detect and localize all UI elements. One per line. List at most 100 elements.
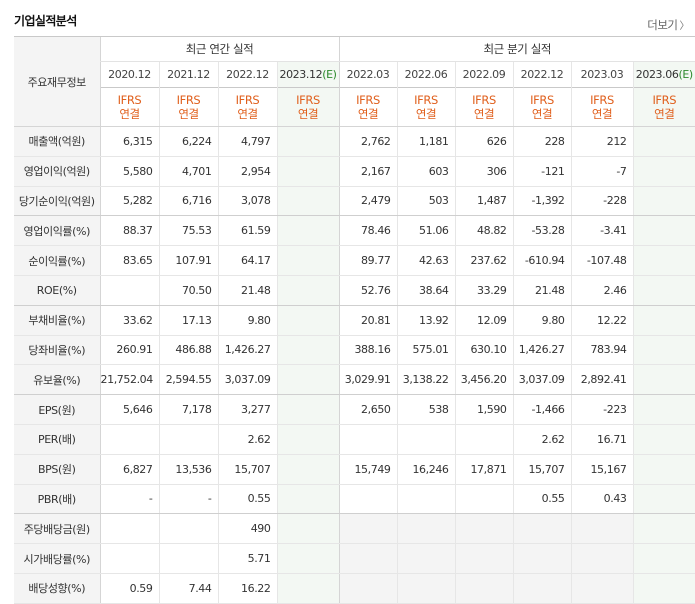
consolidated-label: 연결 [473, 107, 495, 121]
estimate-marker: (E) [322, 68, 337, 81]
value-cell: 6,224 [158, 126, 218, 157]
more-link[interactable]: 더보기 〉 [647, 17, 689, 33]
value-cell [99, 543, 159, 574]
value-cell: 15,707 [512, 454, 572, 485]
consolidated-label: 연결 [591, 107, 613, 121]
value-cell: 2.62 [512, 424, 572, 455]
row-label: ROE(%) [14, 275, 100, 306]
table-row: PER(배) 2.62 2.62 16.71 [14, 424, 695, 455]
row-label: 부채비율(%) [14, 305, 100, 336]
value-cell: 2,650 [338, 394, 398, 425]
row-label: 당좌비율(%) [14, 335, 100, 366]
value-cell [276, 126, 340, 157]
value-cell [512, 513, 572, 545]
value-cell [512, 573, 572, 604]
value-cell: 75.53 [158, 215, 218, 247]
value-cell: 503 [396, 186, 456, 217]
value-cell: 5.71 [217, 543, 277, 574]
value-cell: 89.77 [338, 245, 398, 276]
value-cell [632, 275, 695, 306]
period-label: 2022.06 [404, 68, 448, 81]
financial-summary-table: 주요재무정보 최근 연간 실적 최근 분기 실적 2020.12 2021.12 2… [14, 36, 695, 604]
value-cell: - [158, 484, 218, 515]
value-cell: 42.63 [396, 245, 456, 276]
value-cell [632, 245, 695, 276]
value-cell [276, 364, 340, 396]
value-cell: - [99, 484, 159, 515]
ifrs-badge: IFRS 연결 [99, 87, 159, 127]
row-label: 당기순이익(억원) [14, 186, 100, 217]
value-cell: 16,246 [396, 454, 456, 485]
consolidated-label: 연결 [237, 107, 258, 121]
value-cell: 33.29 [454, 275, 514, 306]
table-row: EPS(원) 5,646 7,178 3,277 2,650 538 1,590 -1,466… [14, 394, 695, 425]
consolidated-label: 연결 [654, 107, 675, 121]
row-label: 주당배당금(원) [14, 513, 100, 545]
value-cell [338, 513, 398, 545]
consolidated-label: 연결 [357, 107, 379, 121]
value-cell: 783.94 [570, 335, 634, 366]
row-label: PER(배) [14, 424, 100, 455]
value-cell: 3,029.91 [338, 364, 398, 396]
period-header: 2022.03 [338, 61, 398, 88]
value-cell [99, 275, 159, 306]
period-label: 2022.03 [346, 68, 390, 81]
value-cell: 0.55 [512, 484, 572, 515]
period-label: 2022.12 [520, 68, 564, 81]
table-row: 당좌비율(%) 260.91 486.88 1,426.27 388.16 575.01 6… [14, 335, 695, 366]
value-cell: -107.48 [570, 245, 634, 276]
table-row: 유보율(%) 21,752.04 2,594.55 3,037.09 3,029.91 3… [14, 364, 695, 396]
value-cell [454, 484, 514, 515]
value-cell: 260.91 [99, 335, 159, 366]
value-cell: 237.62 [454, 245, 514, 276]
value-cell: 12.09 [454, 305, 514, 336]
value-cell: 490 [217, 513, 277, 545]
value-cell [396, 513, 456, 545]
table-row: 시가배당률(%) 5.71 [14, 543, 695, 574]
annual-group-header: 최근 연간 실적 [99, 36, 340, 62]
table-row: ROE(%) 70.50 21.48 52.76 38.64 33.29 21.48 2.46 [14, 275, 695, 306]
value-cell: 107.91 [158, 245, 218, 276]
value-cell: 16.22 [217, 573, 277, 604]
value-cell: 17,871 [454, 454, 514, 485]
ifrs-badge: IFRS 연결 [512, 87, 572, 127]
value-cell: -53.28 [512, 215, 572, 247]
value-cell: 486.88 [158, 335, 218, 366]
value-cell: 9.80 [512, 305, 572, 336]
ifrs-badge: IFRS 연결 [396, 87, 456, 127]
value-cell [454, 513, 514, 545]
value-cell: 12.22 [570, 305, 634, 336]
value-cell: 16.71 [570, 424, 634, 455]
value-cell [396, 424, 456, 455]
value-cell: 3,078 [217, 186, 277, 217]
value-cell [632, 335, 695, 366]
value-cell: -1,392 [512, 186, 572, 217]
value-cell [276, 305, 340, 336]
value-cell: 2,167 [338, 156, 398, 187]
value-cell: 61.59 [217, 215, 277, 247]
value-cell [632, 215, 695, 247]
period-header: 2023.12(E) [276, 61, 340, 88]
period-label: 2023.03 [580, 68, 624, 81]
ifrs-label: IFRS [652, 93, 677, 107]
value-cell [570, 543, 634, 574]
value-cell: 2.46 [570, 275, 634, 306]
value-cell [276, 335, 340, 366]
value-cell: -3.41 [570, 215, 634, 247]
period-label: 2023.06 [635, 68, 679, 81]
row-label: BPS(원) [14, 454, 100, 485]
value-cell [276, 573, 340, 604]
table-row: BPS(원) 6,827 13,536 15,707 15,749 16,246 17,87… [14, 454, 695, 485]
table-row: 순이익률(%) 83.65 107.91 64.17 89.77 42.63 237.62-… [14, 245, 695, 276]
consolidated-label: 연결 [178, 107, 199, 121]
value-cell [632, 364, 695, 396]
section-title: 기업실적분석 [14, 14, 77, 28]
value-cell [570, 513, 634, 545]
period-label: 2022.09 [462, 68, 506, 81]
value-cell: 1,487 [454, 186, 514, 217]
value-cell [276, 484, 340, 515]
value-cell: 538 [396, 394, 456, 425]
period-header: 2022.12 [217, 61, 277, 88]
value-cell: 7.44 [158, 573, 218, 604]
ifrs-label: IFRS [235, 93, 260, 107]
